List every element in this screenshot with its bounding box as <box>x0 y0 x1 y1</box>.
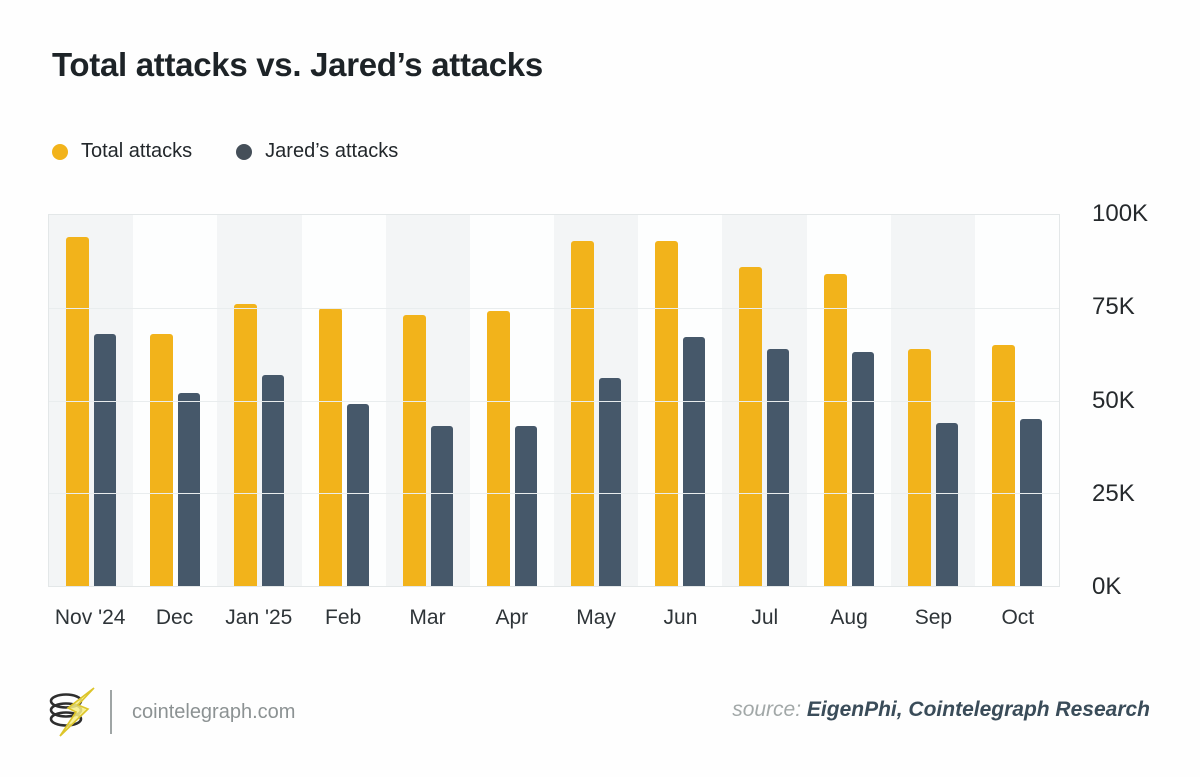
y-axis-label-25K: 25K <box>1092 479 1135 507</box>
x-axis-label-5: Mar <box>409 606 446 629</box>
x-axis-label-1: Nov '24 <box>54 606 126 629</box>
y-axis-label-75K: 75K <box>1092 293 1135 321</box>
total-attacks-bar-9 <box>739 266 763 586</box>
total-attacks-bar-7 <box>571 240 595 586</box>
jareds-attacks-dot-icon <box>236 143 253 160</box>
column-band-12 <box>975 215 1059 586</box>
jareds-attacks-bar-3 <box>262 374 285 586</box>
x-axis-label-9: Jul <box>751 606 779 629</box>
x-axis-label-7: May <box>576 606 616 629</box>
jareds-attacks-bar-2 <box>178 393 201 586</box>
legend-label-total-attacks: Total attacks <box>81 140 193 162</box>
x-axis-label-11: Sep <box>914 606 953 629</box>
x-axis-label-10: Aug <box>830 606 868 629</box>
chart-legend: Total attacks Jared’s attacks <box>52 140 398 163</box>
jareds-attacks-bar-1 <box>94 333 117 586</box>
y-axis-label-50K: 50K <box>1092 386 1135 414</box>
bar-pair-5 <box>386 215 470 586</box>
source-value: EigenPhi, Cointelegraph Research <box>806 698 1150 721</box>
bar-pair-12 <box>975 215 1059 586</box>
total-attacks-dot-icon <box>52 143 68 160</box>
x-axis-label-6: Apr <box>495 606 529 629</box>
x-axis-label-3: Jan '25 <box>225 606 293 629</box>
total-attacks-bar-4 <box>318 307 342 586</box>
jareds-attacks-bar-7 <box>599 378 622 586</box>
jareds-attacks-bar-4 <box>346 404 369 586</box>
cointelegraph-logo-icon <box>49 687 95 737</box>
total-attacks-bar-2 <box>150 333 174 586</box>
bar-pair-11 <box>891 215 975 586</box>
legend-item-jareds-attacks: Jared’s attacks <box>236 140 398 163</box>
bar-pair-9 <box>722 215 806 586</box>
total-attacks-bar-8 <box>655 240 679 586</box>
jareds-attacks-bar-8 <box>683 337 706 586</box>
x-axis-labels: Nov '24 Dec Jan '25 Feb Mar Apr May Jun Jul Aug Se… <box>48 606 1060 630</box>
legend-item-total-attacks: Total attacks <box>52 140 192 163</box>
bar-chart-plot-area <box>48 214 1060 587</box>
gridline-50 <box>49 400 1059 402</box>
jareds-attacks-bar-5 <box>430 426 453 586</box>
jareds-attacks-bar-9 <box>767 348 790 586</box>
column-band-6 <box>470 215 554 586</box>
source-attribution: source: EigenPhi, Cointelegraph Research <box>732 698 1150 722</box>
jareds-attacks-bar-6 <box>514 426 537 586</box>
bar-pair-8 <box>638 215 722 586</box>
chart-title: Total attacks vs. Jared’s attacks <box>52 46 543 83</box>
column-band-4 <box>302 215 386 586</box>
jareds-attacks-bar-12 <box>1019 419 1042 586</box>
y-axis-label-0K: 0K <box>1092 573 1122 600</box>
gridline-25 <box>49 307 1059 309</box>
total-attacks-bar-11 <box>907 348 931 586</box>
bar-pair-6 <box>470 215 554 586</box>
jareds-attacks-bar-10 <box>851 352 874 586</box>
total-attacks-bar-12 <box>991 344 1015 586</box>
y-axis-label-100K: 100K <box>1092 200 1149 227</box>
source-label: source: <box>732 698 802 721</box>
total-attacks-bar-3 <box>234 304 258 586</box>
total-attacks-bar-10 <box>823 274 847 586</box>
footer-divider <box>110 690 112 734</box>
footer-branding: cointelegraph.com <box>44 686 295 738</box>
bar-pair-2 <box>133 215 217 586</box>
legend-label-jareds-attacks: Jared’s attacks <box>265 140 399 162</box>
bar-pair-4 <box>302 215 386 586</box>
column-band-2 <box>133 215 217 586</box>
total-attacks-bar-5 <box>402 315 426 586</box>
bar-pair-3 <box>217 215 301 586</box>
x-axis-label-12: Oct <box>1001 606 1035 629</box>
gridline-75 <box>49 493 1059 495</box>
column-band-8 <box>638 215 722 586</box>
bar-pair-1 <box>49 215 133 586</box>
bar-pair-10 <box>807 215 891 586</box>
site-url-text: cointelegraph.com <box>132 700 296 723</box>
total-attacks-bar-1 <box>66 237 90 586</box>
bar-pair-7 <box>554 215 638 586</box>
x-axis-label-2: Dec <box>155 606 194 629</box>
x-axis-label-8: Jun <box>663 606 698 629</box>
x-axis-label-4: Feb <box>325 606 362 629</box>
total-attacks-bar-6 <box>486 311 510 586</box>
jareds-attacks-bar-11 <box>935 422 958 586</box>
column-band-10 <box>807 215 891 586</box>
